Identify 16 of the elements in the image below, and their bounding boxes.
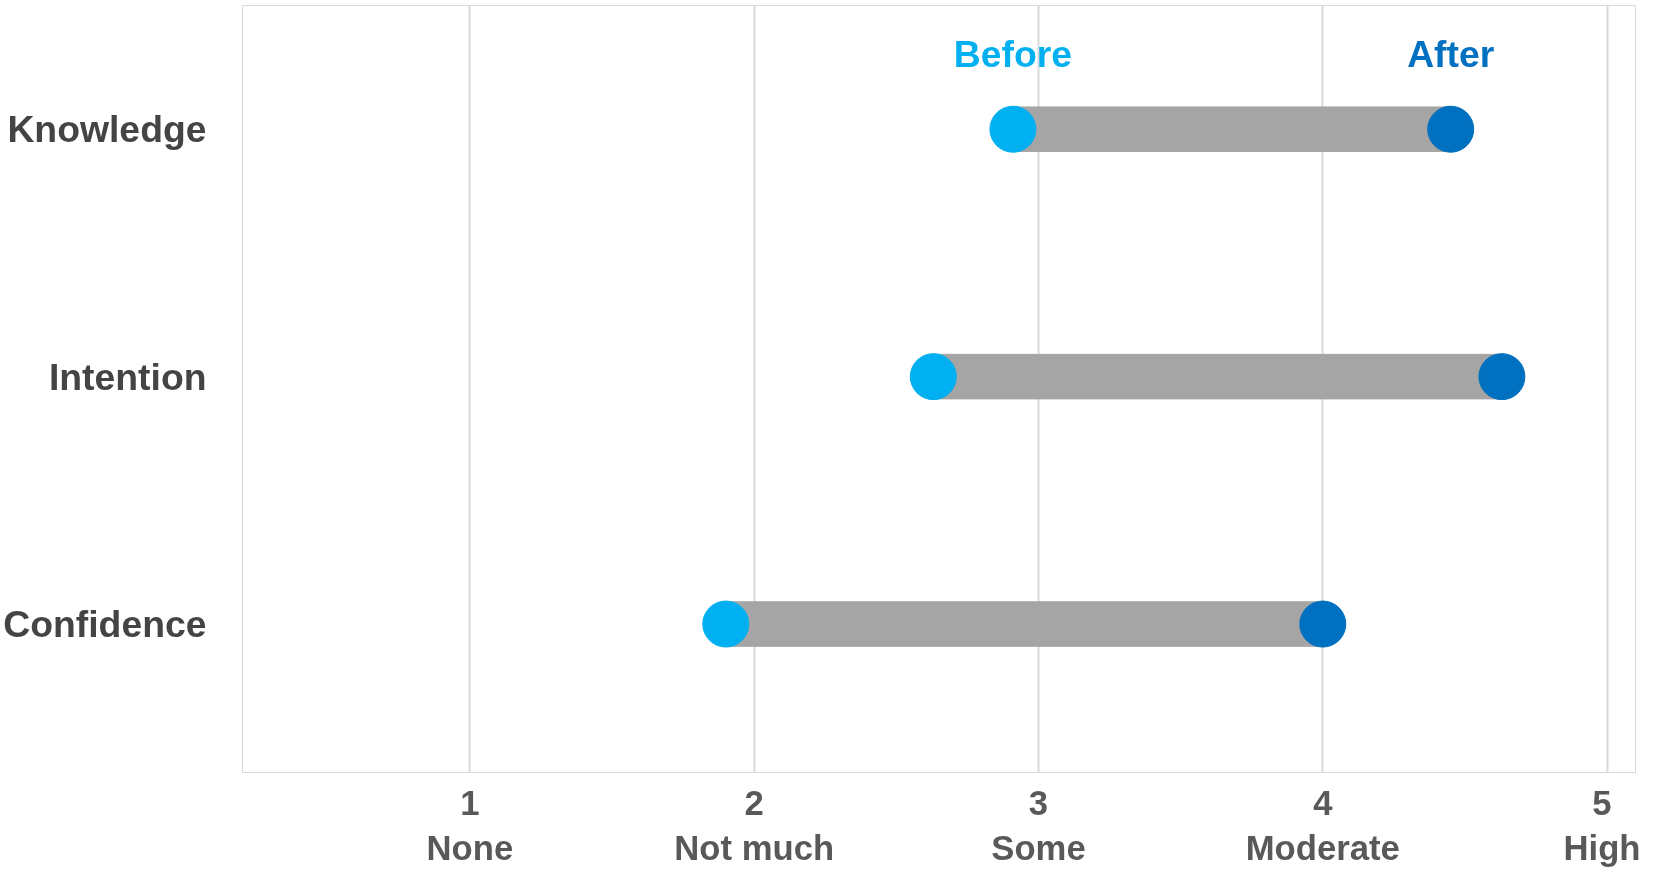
y-tick-label: Intention bbox=[48, 355, 207, 398]
point bbox=[909, 353, 957, 401]
x-tick-label: 2 Not much bbox=[674, 783, 835, 868]
y-tick-label: Confidence bbox=[3, 603, 207, 646]
x-tick-label: 5 High bbox=[1563, 783, 1641, 868]
series-label: Before bbox=[953, 32, 1073, 75]
x-tick-label: 1 None bbox=[426, 783, 514, 868]
point bbox=[1299, 600, 1347, 648]
point bbox=[1478, 353, 1526, 401]
point bbox=[1427, 105, 1475, 153]
y-tick-label: Knowledge bbox=[7, 108, 207, 151]
x-tick-label: 4 Moderate bbox=[1245, 783, 1400, 868]
x-tick-label: 3 Some bbox=[991, 783, 1086, 868]
point bbox=[989, 105, 1037, 153]
series-label: After bbox=[1407, 32, 1495, 75]
point bbox=[702, 600, 750, 648]
